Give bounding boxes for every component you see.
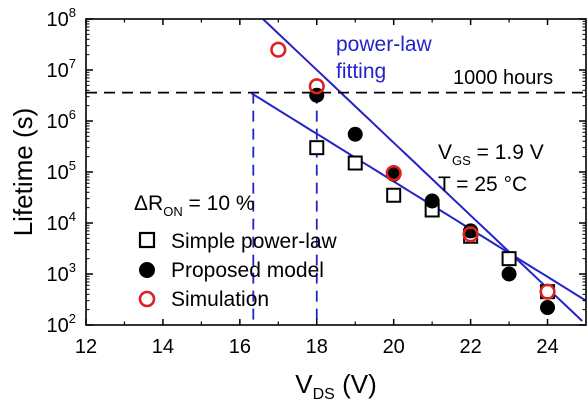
legend-marker-simple (138, 231, 156, 249)
y-tick-base-4: 10 (47, 111, 69, 133)
threshold-label: 1000 hours (453, 67, 553, 89)
point-simple-2 (386, 187, 402, 203)
x-tick-label-5: 22 (459, 336, 481, 358)
fit-line-1 (262, 19, 583, 322)
x-tick-label-1: 14 (152, 336, 174, 358)
y-tick-label-1: 103 (47, 260, 76, 286)
fit-label-line2: fitting (336, 60, 386, 83)
y-tick-label-2: 104 (47, 209, 76, 235)
fit-line-2 (250, 92, 586, 302)
y-tick-exp-4: 6 (69, 107, 76, 122)
y-tick-exp-6: 8 (69, 5, 76, 20)
y-tick-base-0: 10 (47, 315, 69, 337)
x-tick-label-0: 12 (75, 336, 97, 358)
x-tick-label-2: 16 (229, 336, 251, 358)
delta-sub: ON (163, 204, 183, 219)
legend-label-simple: Simple power-law (171, 230, 338, 253)
vgs-annotation: VGS = 1.9 V (438, 141, 544, 168)
vgs-tail: = 1.9 V (471, 141, 544, 164)
y-tick-base-3: 10 (47, 162, 69, 184)
vgs-sub: GS (452, 153, 471, 168)
x-tick-label-6: 24 (536, 336, 558, 358)
x-axis-label-tail: (V) (335, 369, 377, 399)
x-tick-label-3: 18 (306, 336, 328, 358)
y-tick-base-6: 10 (47, 9, 69, 31)
legend-label-proposed: Proposed model (171, 259, 324, 282)
point-simple-1 (347, 155, 363, 171)
point-simulation-1 (308, 78, 325, 95)
y-tick-label-4: 106 (47, 107, 76, 133)
point-proposed-1 (347, 126, 363, 142)
delta-ron-annotation: ΔRON = 10 % (134, 192, 255, 219)
point-simulation-3 (462, 226, 479, 243)
x-axis-label-main: V (295, 369, 313, 399)
x-axis-label-sub: DS (313, 386, 335, 403)
y-tick-exp-3: 5 (69, 158, 76, 173)
legend: Simple power-law Proposed model Simulati… (138, 230, 338, 311)
point-proposed-6 (540, 300, 556, 316)
point-simulation-2 (385, 165, 402, 182)
y-tick-label-6: 108 (47, 5, 76, 31)
legend-label-simulation: Simulation (171, 288, 269, 311)
y-tick-exp-1: 3 (69, 260, 76, 275)
point-proposed-3 (424, 193, 440, 209)
legend-marker-proposed (139, 262, 155, 278)
delta-main: ΔR (134, 192, 163, 215)
y-tick-base-1: 10 (47, 264, 69, 286)
delta-tail: = 10 % (183, 192, 255, 215)
y-tick-base-2: 10 (47, 213, 69, 235)
x-axis-label: VDS (V) (295, 369, 376, 403)
y-axis-label: Lifetime (s) (8, 108, 38, 237)
y-tick-exp-2: 4 (69, 209, 76, 224)
y-tick-label-5: 107 (47, 56, 76, 82)
y-tick-label-0: 102 (47, 311, 76, 337)
point-proposed-5 (501, 266, 517, 282)
x-tick-label-4: 20 (383, 336, 405, 358)
fit-label-line1: power-law (336, 33, 433, 56)
point-simulation-4 (539, 283, 556, 300)
point-simulation-0 (270, 41, 287, 58)
y-tick-base-5: 10 (47, 60, 69, 82)
point-simple-5 (501, 251, 517, 267)
y-tick-exp-0: 2 (69, 311, 76, 326)
y-tick-label-3: 105 (47, 158, 76, 184)
y-tick-exp-5: 7 (69, 56, 76, 71)
temperature-annotation: T = 25 °C (438, 173, 527, 196)
point-simple-0 (309, 140, 325, 156)
legend-marker-simulation (138, 290, 156, 308)
vgs-main: V (438, 141, 452, 164)
